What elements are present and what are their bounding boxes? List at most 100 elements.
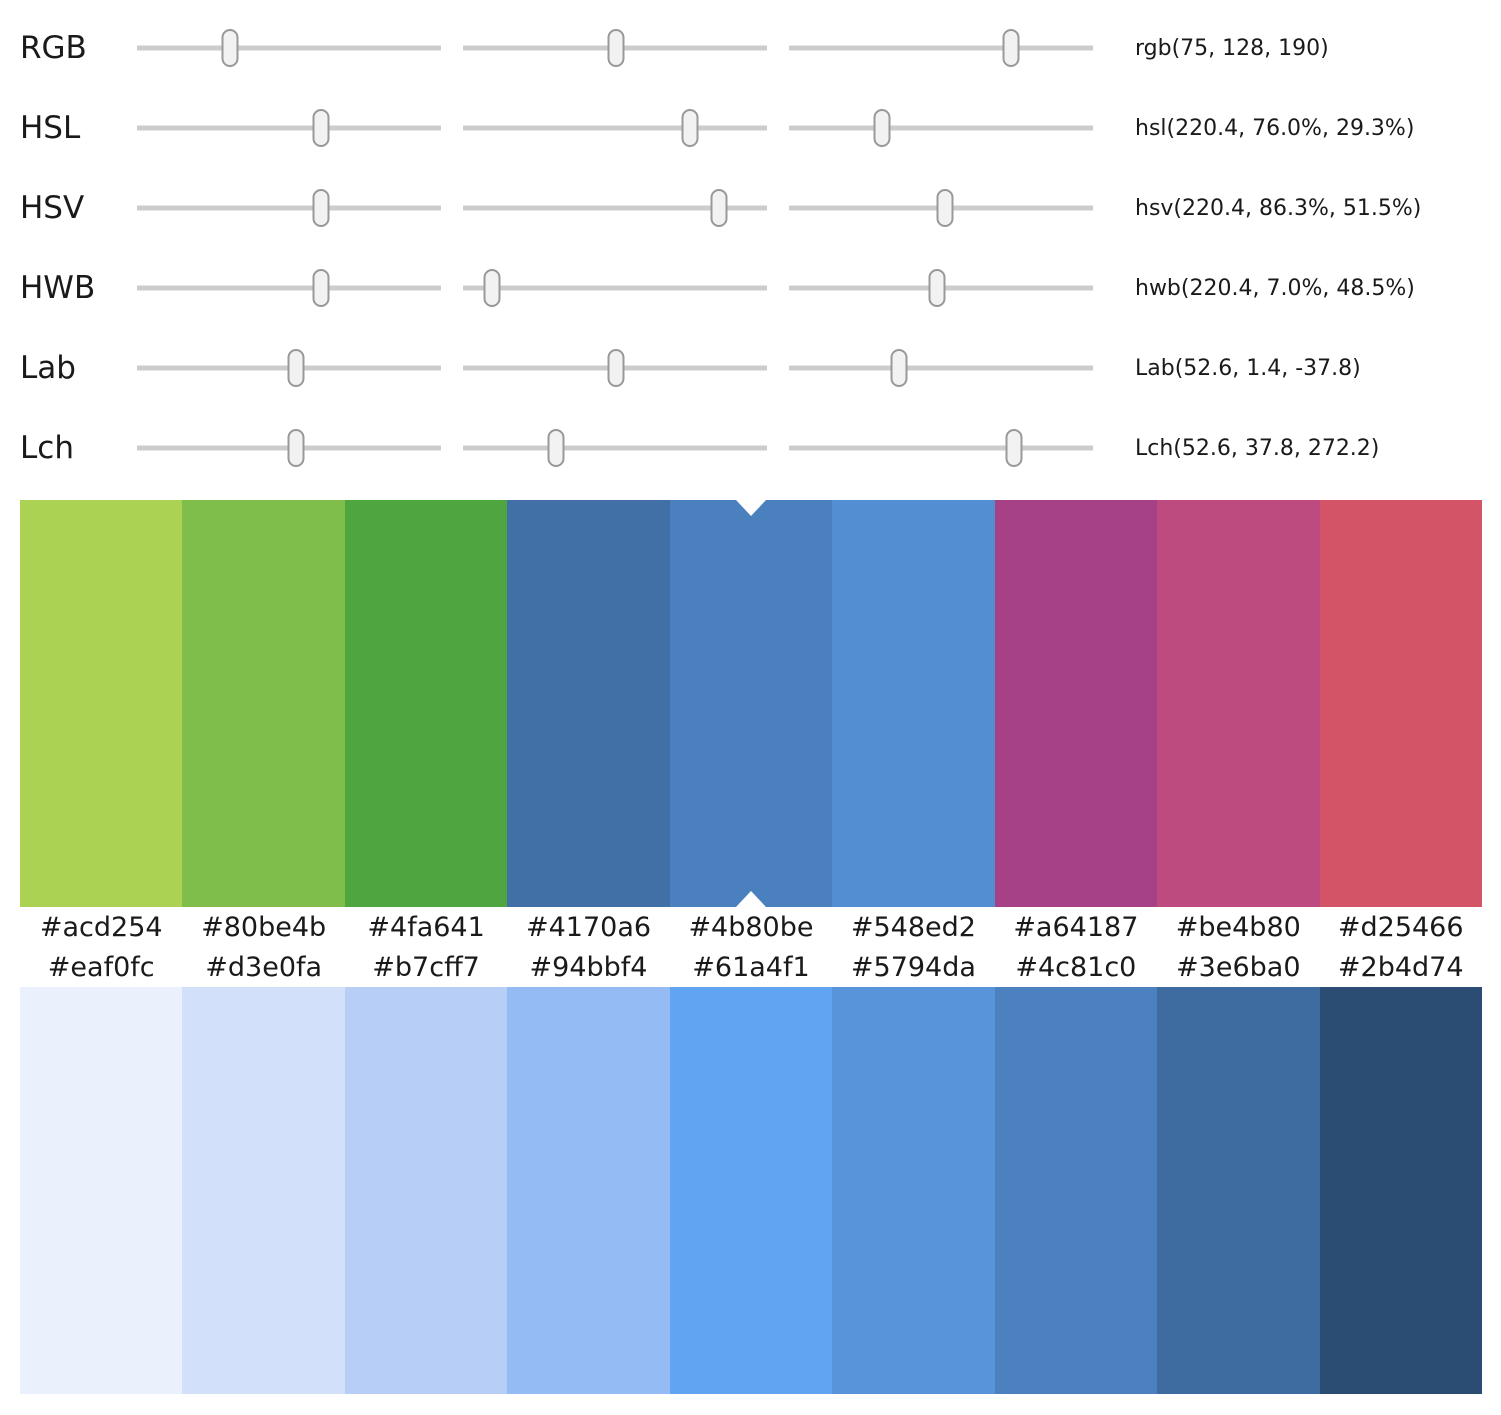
slider-track (463, 205, 767, 211)
hue-swatch[interactable] (832, 500, 995, 907)
slider-thumb[interactable] (607, 29, 625, 67)
color-value-text: hsv(220.4, 86.3%, 51.5%) (1135, 195, 1422, 221)
hue-swatch[interactable] (994, 500, 1158, 907)
shade-swatch[interactable] (507, 987, 670, 1394)
hue-swatch[interactable] (1157, 500, 1320, 907)
slider-track (789, 125, 1093, 131)
slider-thumb[interactable] (890, 349, 908, 387)
hex-label: #5794da (850, 951, 976, 983)
hue-swatch[interactable] (344, 500, 508, 907)
shade-swatch[interactable] (832, 987, 995, 1394)
slider-track (137, 125, 441, 131)
shade-palette (20, 987, 1482, 1394)
hue-swatch[interactable] (20, 500, 183, 907)
hex-label: #548ed2 (850, 911, 976, 943)
shade-hex-labels: #eaf0fc #d3e0fa #b7cff7 #94bbf4 #61a4f1 #5794… (20, 947, 1482, 987)
colorspace-label: Lab (20, 350, 76, 386)
slider-track (137, 45, 441, 51)
hue-hex-labels: #acd254 #80be4b #4fa641 #4170a6 #4b80be #548e… (20, 907, 1482, 947)
slider-track (137, 205, 441, 211)
slider-thumb[interactable] (483, 269, 501, 307)
hex-label: #80be4b (201, 911, 327, 943)
slider-thumb[interactable] (681, 109, 699, 147)
shade-swatch[interactable] (182, 987, 345, 1394)
hex-label: #94bbf4 (529, 951, 648, 983)
slider-row: HSL hsl(220.4, 76.0%, 29.3%) (20, 88, 1501, 168)
slider[interactable] (463, 106, 767, 150)
slider-track (463, 285, 767, 291)
colorspace-label: HWB (20, 270, 96, 306)
slider[interactable] (789, 426, 1093, 470)
slider-thumb[interactable] (1002, 29, 1020, 67)
slider[interactable] (789, 346, 1093, 390)
slider-thumb[interactable] (928, 269, 946, 307)
slider-thumb[interactable] (607, 349, 625, 387)
hex-label: #61a4f1 (692, 951, 810, 983)
hex-label: #4170a6 (526, 911, 652, 943)
slider-track (789, 365, 1093, 371)
slider-thumb[interactable] (710, 189, 728, 227)
slider-thumb[interactable] (936, 189, 954, 227)
colorspace-label: HSV (20, 190, 85, 226)
slider[interactable] (137, 106, 441, 150)
shade-swatch[interactable] (1319, 987, 1482, 1394)
hue-swatch[interactable] (669, 500, 833, 907)
slider-thumb[interactable] (1005, 429, 1023, 467)
slider-track (789, 45, 1093, 51)
slider-thumb[interactable] (287, 349, 305, 387)
shade-swatch[interactable] (669, 987, 833, 1394)
slider[interactable] (137, 426, 441, 470)
hex-label: #d3e0fa (205, 951, 323, 983)
hex-label: #4b80be (688, 911, 814, 943)
hex-label: #4fa641 (367, 911, 485, 943)
slider-row: HSV hsv(220.4, 86.3%, 51.5%) (20, 168, 1501, 248)
slider[interactable] (137, 186, 441, 230)
slider-track (789, 445, 1093, 451)
color-value-text: hwb(220.4, 7.0%, 48.5%) (1135, 275, 1415, 301)
hue-swatch[interactable] (1319, 500, 1482, 907)
hex-label: #acd254 (39, 911, 163, 943)
slider-thumb[interactable] (312, 189, 330, 227)
color-value-text: hsl(220.4, 76.0%, 29.3%) (1135, 115, 1415, 141)
slider-row: RGB rgb(75, 128, 190) (20, 8, 1501, 88)
slider-track (463, 125, 767, 131)
slider[interactable] (137, 346, 441, 390)
slider[interactable] (463, 346, 767, 390)
slider-thumb[interactable] (312, 269, 330, 307)
shade-swatch[interactable] (20, 987, 183, 1394)
hue-swatch[interactable] (507, 500, 670, 907)
slider-thumb[interactable] (287, 429, 305, 467)
slider[interactable] (463, 426, 767, 470)
colorspace-label: Lch (20, 430, 74, 466)
slider-panel: RGB rgb(75, 128, 190) HSL hsl(220.4, 76.… (0, 0, 1501, 488)
colorspace-label: HSL (20, 110, 81, 146)
slider-thumb[interactable] (873, 109, 891, 147)
hex-label: #d25466 (1337, 911, 1464, 943)
slider[interactable] (789, 26, 1093, 70)
hex-label: #b7cff7 (372, 951, 480, 983)
slider[interactable] (137, 26, 441, 70)
hex-label: #be4b80 (1175, 911, 1301, 943)
colorspace-label: RGB (20, 30, 87, 66)
slider-thumb[interactable] (547, 429, 565, 467)
shade-swatch[interactable] (1157, 987, 1320, 1394)
shade-swatch[interactable] (344, 987, 508, 1394)
slider[interactable] (789, 186, 1093, 230)
slider[interactable] (463, 266, 767, 310)
slider-row: Lch Lch(52.6, 37.8, 272.2) (20, 408, 1501, 488)
slider-thumb[interactable] (221, 29, 239, 67)
shade-swatch[interactable] (994, 987, 1158, 1394)
slider-row: HWB hwb(220.4, 7.0%, 48.5%) (20, 248, 1501, 328)
slider-thumb[interactable] (312, 109, 330, 147)
hex-label: #3e6ba0 (1176, 951, 1301, 983)
color-value-text: rgb(75, 128, 190) (1135, 35, 1329, 61)
hex-label: #eaf0fc (47, 951, 155, 983)
slider[interactable] (463, 26, 767, 70)
hex-label: #4c81c0 (1015, 951, 1137, 983)
hue-swatch[interactable] (182, 500, 345, 907)
slider-track (463, 445, 767, 451)
slider[interactable] (789, 106, 1093, 150)
slider[interactable] (463, 186, 767, 230)
slider[interactable] (789, 266, 1093, 310)
slider[interactable] (137, 266, 441, 310)
